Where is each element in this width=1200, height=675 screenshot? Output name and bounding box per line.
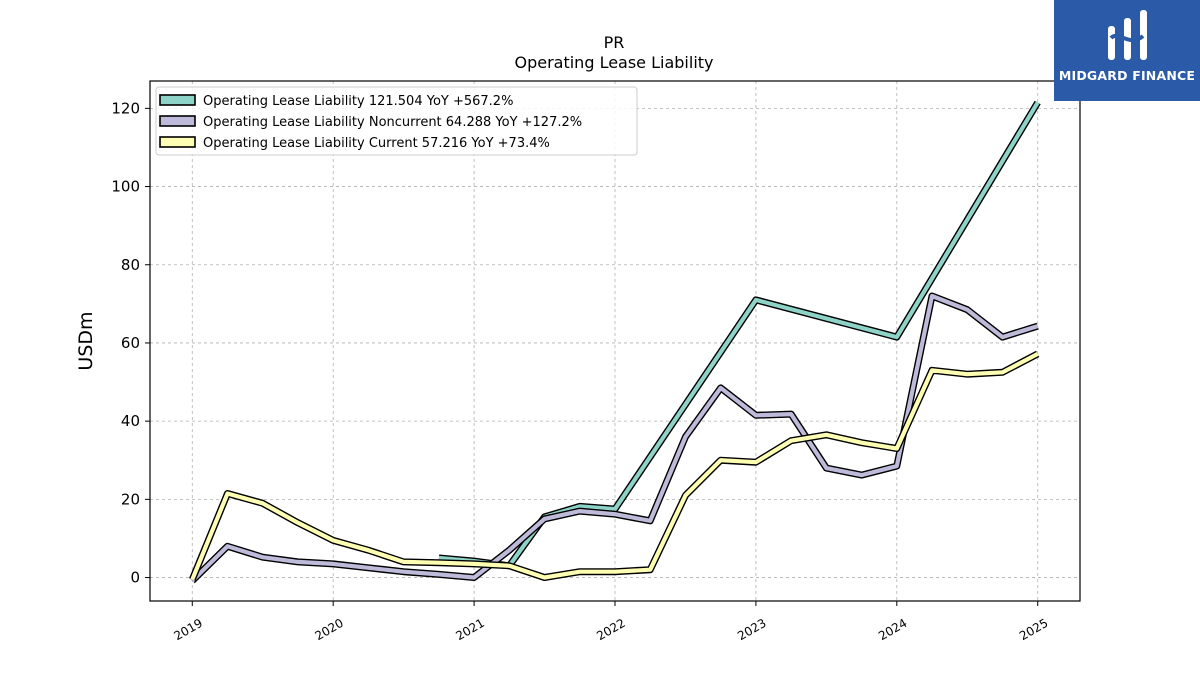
x-tick-label: 2021 [453,616,486,643]
series-line-0 [438,101,1040,568]
legend-label: Operating Lease Liability 121.504 YoY +5… [203,94,513,109]
logo-text: MIDGARD FINANCE [1058,68,1196,83]
x-tick-label: 2019 [172,616,205,643]
y-tick-label: 0 [130,569,140,587]
legend-swatch [159,136,196,148]
axes: 2019 2020 2021 2022 2023 2024 2025 0 20 40 60 80 100… [111,99,1050,643]
y-tick-label: 100 [111,178,140,196]
y-tick-label: 40 [121,412,140,430]
chart-subtitle: Operating Lease Liability [514,53,713,72]
x-tick-label: 2020 [312,616,345,643]
series-lines [189,100,1041,584]
legend: Operating Lease Liability 121.504 YoY +5… [155,86,638,156]
midgard-logo-icon [1108,10,1147,60]
y-tick-label: 20 [121,490,140,508]
legend-swatch [159,115,196,127]
legend-box [155,86,638,156]
y-tick-label: 120 [111,99,140,117]
legend-label: Operating Lease Liability Current 57.216… [203,136,550,151]
series-line-1 [190,293,1039,583]
x-tick-label: 2025 [1017,616,1050,643]
x-tick-label: 2024 [876,616,909,643]
x-tick-label: 2023 [735,616,768,643]
x-tick-label: 2022 [594,616,627,643]
y-tick-label: 80 [121,256,140,274]
y-axis-label: USDm [75,311,97,370]
y-tick-label: 60 [121,334,140,352]
legend-swatch [159,94,196,106]
midgard-finance-logo: MIDGARD FINANCE [1054,0,1200,101]
legend-label: Operating Lease Liability Noncurrent 64.… [203,115,582,130]
series-line-2 [190,352,1039,581]
chart-title: PR [604,33,625,52]
grid [150,81,1080,601]
series-outline-0 [438,100,1041,570]
